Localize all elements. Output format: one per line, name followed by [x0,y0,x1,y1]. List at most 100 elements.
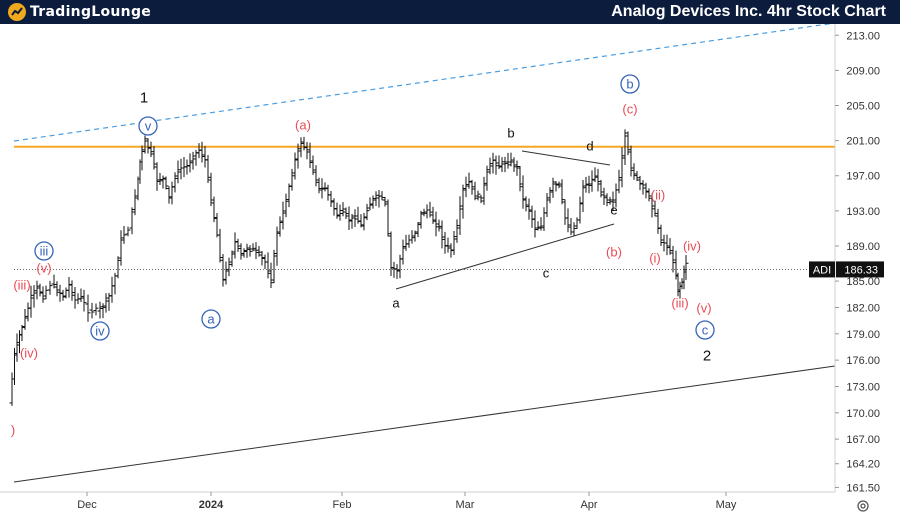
ohlc-bar[interactable] [595,168,601,192]
ohlc-bar[interactable] [172,172,178,193]
ohlc-bar[interactable] [610,191,616,211]
ohlc-bar[interactable] [151,145,157,170]
ohlc-bar[interactable] [646,188,652,202]
ohlc-bar[interactable] [307,142,313,169]
ohlc-bar[interactable] [28,285,34,318]
ohlc-bar[interactable] [304,141,310,160]
ohlc-bar[interactable] [631,163,637,180]
ohlc-bar[interactable] [409,230,415,244]
ohlc-bar[interactable] [643,182,649,199]
ohlc-bar[interactable] [37,283,43,297]
ohlc-bar[interactable] [265,252,271,279]
ohlc-bar[interactable] [607,196,613,205]
ohlc-bar[interactable] [451,230,457,256]
ohlc-bar[interactable] [322,182,328,192]
ohlc-bar[interactable] [100,303,106,319]
ohlc-bar[interactable] [19,324,25,341]
ohlc-bar[interactable] [208,172,214,207]
ohlc-bar[interactable] [640,180,646,195]
ohlc-bar[interactable] [175,160,181,184]
ohlc-bar[interactable] [385,199,391,237]
ohlc-bar[interactable] [538,217,544,231]
ohlc-bar[interactable] [505,152,511,169]
ohlc-bar[interactable] [199,141,205,163]
ohlc-bar[interactable] [367,197,373,211]
ohlc-bar[interactable] [340,202,346,217]
ohlc-bar[interactable] [34,280,40,300]
ohlc-bar[interactable] [361,212,367,231]
ohlc-bar[interactable] [382,196,388,207]
ohlc-bar[interactable] [211,196,217,223]
ohlc-bar[interactable] [259,251,265,266]
ohlc-bar[interactable] [457,196,463,235]
ohlc-bar[interactable] [583,176,589,193]
ohlc-bar[interactable] [89,302,95,319]
ohlc-bar[interactable] [439,220,445,249]
ohlc-bar[interactable] [229,250,235,267]
ohlc-bar[interactable] [184,159,190,175]
ohlc-bar[interactable] [337,204,343,221]
ohlc-bar[interactable] [460,184,466,219]
ohlc-bar[interactable] [683,255,689,280]
ohlc-bar[interactable] [301,136,307,151]
ohlc-bar[interactable] [31,285,37,308]
ohlc-bar[interactable] [463,176,469,198]
ohlc-bar[interactable] [433,211,439,237]
ohlc-bar[interactable] [430,206,436,224]
ohlc-bar[interactable] [427,201,433,218]
ohlc-bar[interactable] [616,169,622,194]
ohlc-bar[interactable] [634,171,640,182]
ohlc-bar[interactable] [415,222,421,238]
ohlc-bar[interactable] [364,203,370,221]
ohlc-bar[interactable] [328,191,334,208]
ohlc-bar[interactable] [604,193,610,207]
ohlc-bar[interactable] [502,156,508,173]
ohlc-bar[interactable] [298,137,304,158]
ohlc-bar[interactable] [283,193,289,218]
ohlc-bar[interactable] [622,129,628,165]
ohlc-bar[interactable] [394,264,400,279]
ohlc-bar[interactable] [670,245,676,273]
ohlc-bar[interactable] [319,178,325,199]
ohlc-bar[interactable] [277,216,283,237]
ohlc-bar[interactable] [469,179,475,195]
ohlc-bar[interactable] [370,195,376,209]
ohlc-bar[interactable] [532,210,538,238]
ohlc-bar[interactable] [292,152,298,180]
ohlc-bar[interactable] [241,248,247,258]
ohlc-bar[interactable] [523,196,529,212]
ohlc-bar[interactable] [487,157,493,175]
ohlc-bar[interactable] [47,280,53,295]
ohlc-bar[interactable] [466,172,472,189]
ohlc-bar[interactable] [190,151,196,170]
ohlc-bar[interactable] [223,261,229,285]
ohlc-bar[interactable] [514,160,520,176]
ohlc-bar[interactable] [78,288,84,303]
ohlc-bar[interactable] [496,155,502,170]
ohlc-bar[interactable] [139,145,145,171]
ohlc-bar[interactable] [481,176,487,205]
ohlc-bar[interactable] [163,176,169,190]
ohlc-bar[interactable] [69,280,75,301]
ohlc-bar[interactable] [148,141,154,157]
ohlc-bar[interactable] [475,190,481,201]
ohlc-bar[interactable] [54,281,60,297]
ohlc-bar[interactable] [205,155,211,184]
ohlc-bar[interactable] [412,230,418,242]
ohlc-bar[interactable] [343,207,349,219]
ohlc-bar[interactable] [499,157,505,173]
ohlc-bar[interactable] [373,191,379,206]
ohlc-bar[interactable] [484,165,490,191]
ohlc-bar[interactable] [553,181,559,192]
ohlc-bar[interactable] [85,294,91,322]
ohlc-bar[interactable] [160,175,166,189]
ohlc-bar[interactable] [589,170,595,192]
ohlc-bar[interactable] [274,226,280,266]
ohlc-bar[interactable] [628,145,634,177]
ohlc-bar[interactable] [220,254,226,287]
ohlc-bar[interactable] [652,200,658,217]
ohlc-bar[interactable] [358,214,364,228]
ohlc-bar[interactable] [667,238,673,255]
ohlc-bar[interactable] [478,194,484,204]
